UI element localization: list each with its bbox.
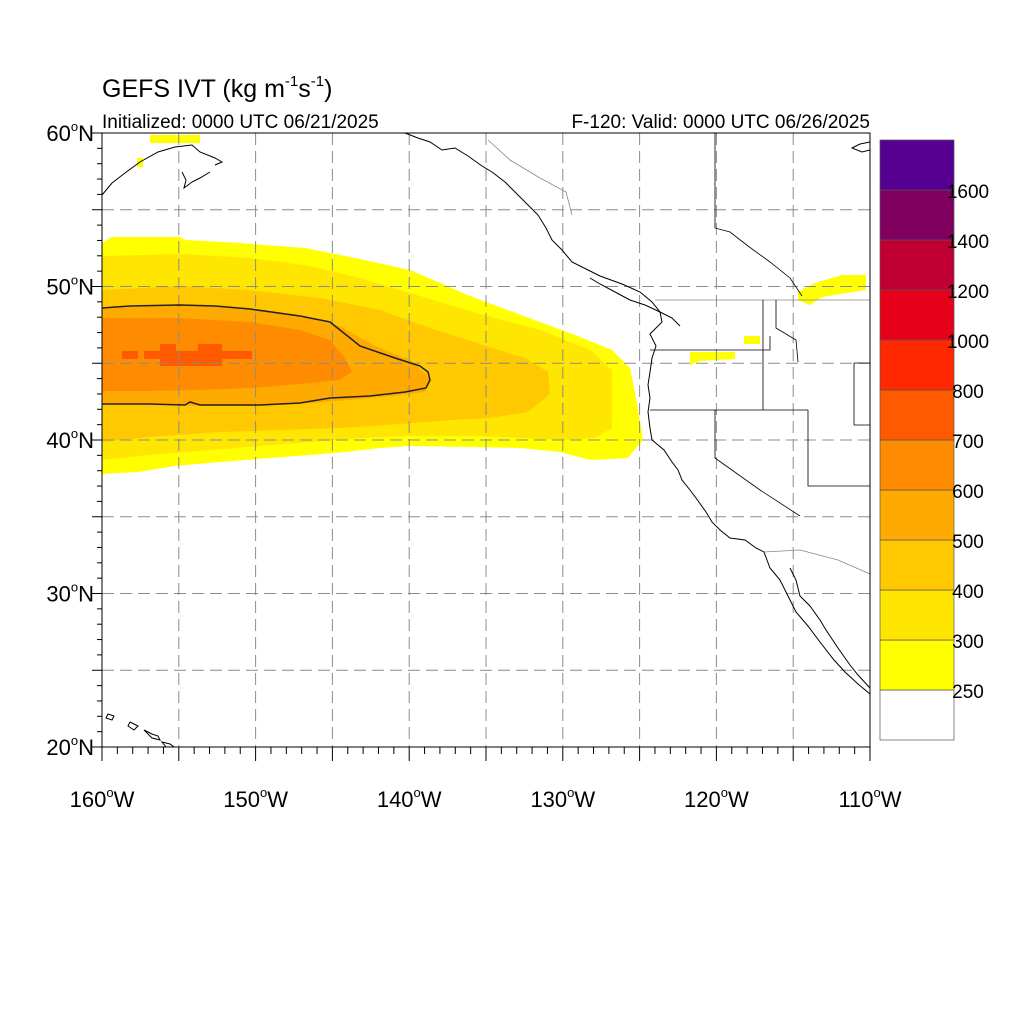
vancouver-island-coast bbox=[589, 277, 681, 327]
valid-time-label: F-120: Valid: 0000 UTC 06/26/2025 bbox=[571, 112, 870, 133]
lon-label: 160oW bbox=[70, 785, 135, 812]
lon-label: 140oW bbox=[377, 785, 442, 812]
colorbar-swatch bbox=[879, 589, 955, 641]
init-time-label: Initialized: 0000 UTC 06/21/2025 bbox=[102, 112, 379, 133]
lon-label: 110oW bbox=[838, 785, 901, 812]
coastlines bbox=[101, 132, 871, 748]
lat-label: 60oN bbox=[46, 119, 94, 146]
bc-alberta-border bbox=[714, 133, 803, 297]
colorbar-label: 400 bbox=[952, 582, 984, 603]
washington-oregon-border bbox=[650, 336, 771, 351]
colorbar-label: 800 bbox=[952, 382, 984, 403]
kauai-island bbox=[105, 713, 115, 721]
utah-arizona-border bbox=[807, 410, 870, 487]
ivt-core-3 bbox=[160, 344, 176, 366]
wyoming-colorado-border bbox=[853, 362, 870, 426]
ivt-patch-montana bbox=[798, 275, 866, 305]
colorbar-swatch bbox=[879, 689, 955, 741]
colorbar-swatch bbox=[879, 339, 955, 391]
colorbar-label: 700 bbox=[952, 432, 984, 453]
political-boundaries bbox=[487, 133, 871, 575]
alaska-bc-border bbox=[487, 139, 573, 216]
ivt-core-1 bbox=[122, 351, 138, 359]
gulf-of-california-coast bbox=[789, 567, 871, 689]
montana-idaho-border bbox=[775, 300, 799, 363]
ivt-patch-oregon bbox=[690, 352, 735, 365]
colorbar-swatch bbox=[879, 639, 955, 691]
oahu-island bbox=[127, 721, 139, 731]
colorbar-label: 250 bbox=[952, 682, 984, 703]
colorbar-label: 300 bbox=[952, 632, 984, 653]
colorbar-swatch bbox=[879, 139, 955, 191]
colorbar-swatch bbox=[879, 439, 955, 491]
latitude-labels: 20oN 30oN 40oN 50oN 60oN bbox=[46, 119, 94, 760]
map-panel bbox=[101, 132, 871, 748]
maui-island bbox=[143, 729, 161, 741]
title-exponent-1: -1 bbox=[285, 73, 298, 90]
alaska-peninsula-coast bbox=[101, 144, 224, 196]
ivt-500-contour bbox=[101, 304, 431, 406]
colorbar-label: 1600 bbox=[947, 182, 989, 203]
colorbar: 250 300 400 500 600 700 800 1000 1200 1400 1600 bbox=[879, 139, 989, 741]
ivt-core-5 bbox=[198, 344, 222, 366]
ivt-band-700 bbox=[122, 344, 252, 366]
colorbar-swatch bbox=[879, 489, 955, 541]
ivt-core-2 bbox=[144, 351, 164, 359]
ivt-patch-north bbox=[150, 135, 200, 143]
west-coast-mainland bbox=[404, 132, 871, 695]
kodiak-coast bbox=[181, 171, 211, 190]
colorbar-swatch bbox=[879, 389, 955, 441]
us-mexico-border bbox=[763, 549, 871, 575]
lat-label: 50oN bbox=[46, 273, 94, 300]
colorbar-swatch bbox=[879, 539, 955, 591]
colorbar-label: 600 bbox=[952, 482, 984, 503]
lon-label: 130oW bbox=[530, 785, 595, 812]
california-nevada-border bbox=[714, 410, 801, 517]
colorbar-swatch bbox=[879, 239, 955, 291]
ivt-core-6 bbox=[222, 351, 252, 359]
lat-label: 20oN bbox=[46, 733, 94, 760]
ivt-patch-idaho bbox=[744, 336, 760, 344]
lat-label: 30oN bbox=[46, 580, 94, 607]
lat-label: 40oN bbox=[46, 426, 94, 453]
colorbar-label: 500 bbox=[952, 532, 984, 553]
title-exponent-2: -1 bbox=[311, 73, 324, 90]
colorbar-label: 1200 bbox=[947, 282, 989, 303]
map-title: GEFS IVT (kg m-1s-1) bbox=[102, 73, 332, 103]
axis-ticks bbox=[92, 132, 871, 761]
colorbar-swatch bbox=[879, 289, 955, 341]
colorbar-label: 1000 bbox=[947, 332, 989, 353]
longitude-labels: 160oW 150oW 140oW 130oW 120oW 110oW bbox=[70, 785, 902, 812]
lon-label: 120oW bbox=[684, 785, 749, 812]
lon-label: 150oW bbox=[223, 785, 288, 812]
ivt-shading bbox=[102, 135, 866, 474]
ivt-core-4 bbox=[176, 351, 198, 366]
colorbar-label: 1400 bbox=[947, 232, 989, 253]
colorbar-swatch bbox=[879, 189, 955, 241]
graticule bbox=[102, 133, 870, 747]
